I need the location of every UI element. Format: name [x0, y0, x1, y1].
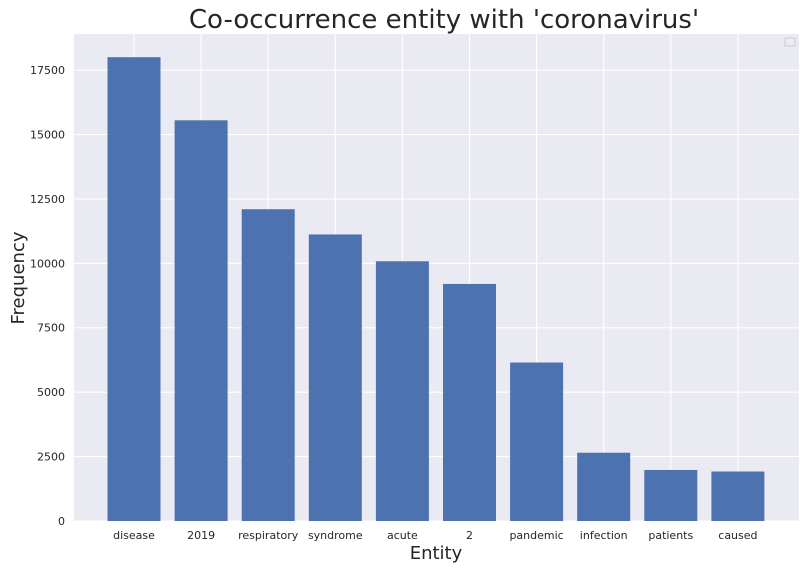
bar-patients	[644, 469, 698, 521]
chart-title: Co-occurrence entity with 'coronavirus'	[189, 5, 699, 35]
y-tick-label: 15000	[30, 128, 65, 141]
y-axis-label: Frequency	[8, 231, 29, 324]
x-tick-label: disease	[113, 529, 155, 542]
x-tick-label: acute	[387, 529, 418, 542]
x-tick-label: respiratory	[238, 529, 299, 542]
x-tick-label: caused	[718, 529, 757, 542]
x-axis-label: Entity	[410, 543, 463, 564]
bar-acute	[375, 261, 429, 521]
legend-box	[784, 37, 796, 47]
x-tick-label: pandemic	[509, 529, 563, 542]
bar-respiratory	[241, 209, 295, 522]
bar-2	[443, 283, 496, 521]
y-tick-label: 12500	[30, 193, 65, 206]
x-tick-label: 2019	[187, 529, 215, 542]
bar-disease	[107, 57, 161, 521]
bars	[107, 57, 765, 522]
x-tick-label: patients	[648, 529, 693, 542]
x-tick-label: infection	[580, 529, 628, 542]
bar-syndrome	[308, 234, 362, 521]
y-tick-labels: 0 2500 5000 7500 10000 12500 15000 17500	[30, 64, 65, 528]
bar-2019	[174, 120, 228, 522]
x-tick-labels: disease 2019 respiratory syndrome acute 2 pand…	[113, 529, 757, 542]
bar-pandemic	[510, 362, 564, 521]
x-tick-label: syndrome	[308, 529, 363, 542]
y-tick-label: 2500	[37, 451, 65, 464]
bar-caused	[711, 471, 765, 521]
x-tick-label: 2	[466, 529, 473, 542]
y-tick-label: 5000	[37, 386, 65, 399]
bar-infection	[577, 452, 631, 521]
y-tick-label: 7500	[37, 322, 65, 335]
y-tick-label: 10000	[30, 257, 65, 270]
y-tick-label: 0	[58, 515, 65, 528]
y-tick-label: 17500	[30, 64, 65, 77]
